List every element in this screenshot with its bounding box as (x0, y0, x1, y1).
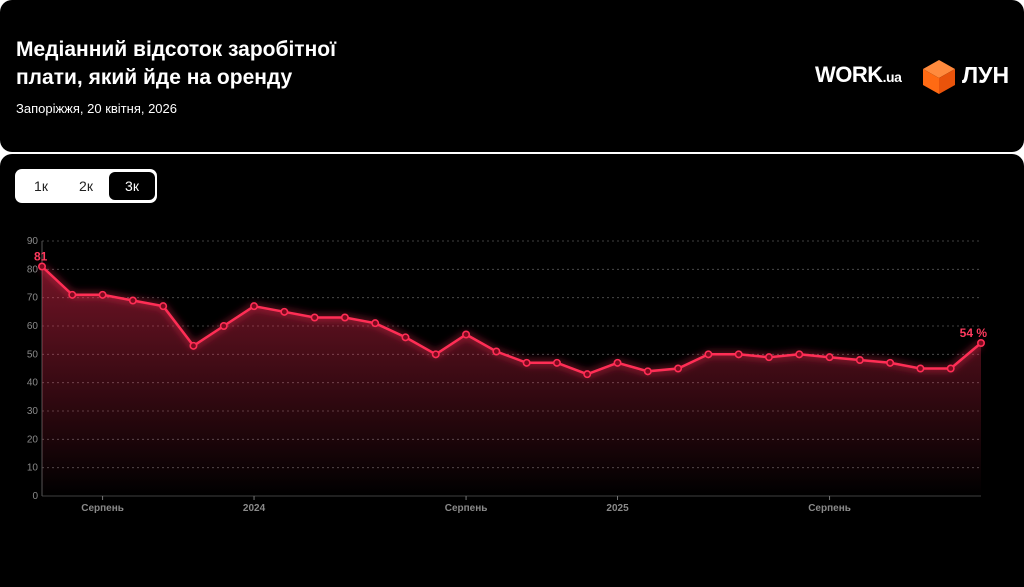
x-tick-label: 2025 (606, 503, 629, 514)
data-point (98, 290, 107, 299)
data-point (250, 302, 259, 311)
y-tick-label: 80 (27, 264, 39, 275)
data-point (946, 364, 955, 373)
data-point (219, 322, 228, 331)
y-tick-label: 90 (27, 236, 39, 247)
y-axis: 0 10 20 30 40 50 60 70 80 90 (27, 236, 43, 502)
chart-subtitle: Запоріжжя, 20 квітня, 2026 (16, 101, 177, 116)
y-tick-label: 20 (27, 434, 39, 445)
data-point (764, 353, 773, 362)
tab-1k[interactable]: 1к (34, 178, 48, 194)
data-point (37, 262, 46, 271)
room-count-tabs: 1к 2к 3к (15, 169, 157, 203)
data-point (492, 347, 501, 356)
y-tick-label: 70 (27, 293, 39, 304)
data-point (159, 302, 168, 311)
data-point (976, 339, 985, 348)
chart-title: Медіанний відсоток заробітної плати, яки… (16, 38, 337, 89)
data-point (189, 341, 198, 350)
data-point (340, 313, 349, 322)
lun-cube-icon (923, 60, 955, 94)
y-tick-label: 50 (27, 349, 39, 360)
data-point (795, 350, 804, 359)
x-tick-label: 2024 (243, 503, 266, 514)
x-tick-label: Серпень (808, 503, 851, 514)
data-point (583, 370, 592, 379)
data-points (37, 262, 985, 379)
data-point (916, 364, 925, 373)
data-point (462, 330, 471, 339)
data-point (734, 350, 743, 359)
data-point (431, 350, 440, 359)
data-point (552, 358, 561, 367)
data-point (280, 307, 289, 316)
data-point (401, 333, 410, 342)
data-point (674, 364, 683, 373)
data-point (886, 358, 895, 367)
y-tick-label: 40 (27, 378, 39, 389)
series-line (41, 265, 982, 376)
x-tick-label: Серпень (81, 503, 124, 514)
data-point (522, 358, 531, 367)
data-point (704, 350, 713, 359)
data-point (128, 296, 137, 305)
data-point (371, 319, 380, 328)
y-tick-label: 10 (27, 463, 39, 474)
tab-2k[interactable]: 2к (79, 178, 93, 194)
first-value-label: 81 (34, 250, 48, 264)
data-point (613, 358, 622, 367)
header-panel: Медіанний відсоток заробітної плати, яки… (0, 0, 1024, 152)
x-tick-label: Серпень (445, 503, 488, 514)
tab-3k[interactable]: 3к (109, 172, 155, 200)
rent-share-chart: 0 10 20 30 40 50 60 70 80 90 Серпень 2024 Серпень 20… (27, 236, 988, 514)
lun-logo-text: ЛУН (962, 62, 1010, 88)
work-ua-logo-suffix: .ua (882, 69, 902, 85)
y-tick-label: 30 (27, 406, 39, 417)
data-point (855, 356, 864, 365)
data-point (68, 290, 77, 299)
y-tick-label: 0 (32, 491, 38, 502)
work-ua-logo: WORK.ua (815, 62, 902, 88)
work-ua-logo-text: WORK (815, 62, 883, 87)
data-point (825, 353, 834, 362)
last-value-label: 54 % (960, 326, 988, 340)
data-point (310, 313, 319, 322)
area-fill (42, 266, 981, 496)
x-axis: Серпень 2024 Серпень 2025 Серпень (81, 496, 851, 514)
y-tick-label: 60 (27, 321, 39, 332)
data-point (643, 367, 652, 376)
